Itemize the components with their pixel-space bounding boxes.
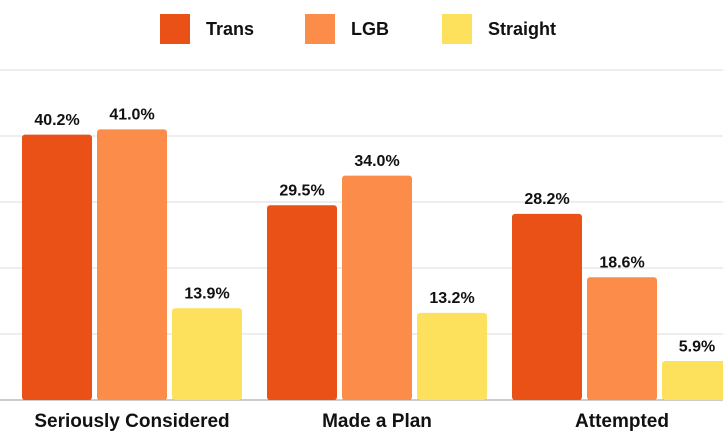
x-tick-label: Made a Plan <box>322 411 432 432</box>
legend-swatch <box>160 14 190 44</box>
bar <box>22 134 92 400</box>
legend-swatch <box>305 14 335 44</box>
value-label: 5.9% <box>679 338 715 355</box>
bar <box>417 312 487 400</box>
legend-label: Straight <box>488 19 556 39</box>
bar <box>587 277 657 400</box>
legend-swatch <box>442 14 472 44</box>
value-label: 40.2% <box>34 112 79 129</box>
value-label: 29.5% <box>279 183 324 200</box>
bar <box>512 213 582 400</box>
bar <box>97 129 167 400</box>
x-tick-label: Attempted <box>575 411 669 432</box>
x-tick-label: Seriously Considered <box>34 411 229 432</box>
bar <box>267 205 337 400</box>
bar <box>662 361 723 400</box>
value-label: 41.0% <box>109 107 154 124</box>
value-label: 13.2% <box>429 290 474 307</box>
bar <box>172 308 242 400</box>
value-label: 13.9% <box>184 285 229 302</box>
value-label: 18.6% <box>599 254 644 271</box>
value-label: 34.0% <box>354 153 399 170</box>
value-label: 28.2% <box>524 191 569 208</box>
bar <box>342 175 412 400</box>
legend-label: LGB <box>351 19 389 39</box>
legend-label: Trans <box>206 19 254 39</box>
